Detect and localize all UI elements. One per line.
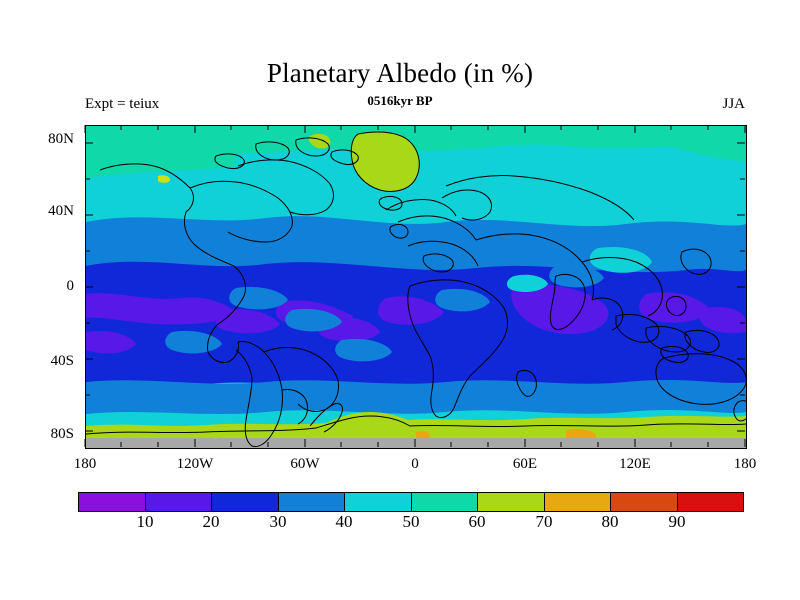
x-tick-label: 120E bbox=[619, 456, 651, 472]
colorbar-tick-label: 80 bbox=[601, 512, 619, 531]
albedo-contour-map bbox=[86, 126, 746, 448]
x-tick-label: 180 bbox=[73, 456, 97, 472]
x-tick-label: 120W bbox=[176, 456, 214, 472]
colorbar-swatch bbox=[144, 493, 211, 511]
figure-subtitle: 0516kyr BP bbox=[367, 93, 433, 108]
colorbar-swatch bbox=[211, 493, 278, 511]
colorbar-swatch bbox=[543, 493, 610, 511]
y-tick-label: 40S bbox=[50, 353, 74, 369]
colorbar bbox=[78, 492, 744, 512]
y-tick-label: 80N bbox=[48, 131, 74, 147]
colorbar-tick-label: 50 bbox=[402, 512, 420, 531]
colorbar-swatch bbox=[277, 493, 344, 511]
x-tick-label: 60W bbox=[290, 456, 320, 472]
colorbar-tick-label: 60 bbox=[468, 512, 486, 531]
y-tick-label: 40N bbox=[48, 203, 74, 219]
map-plot-area bbox=[85, 125, 747, 449]
colorbar-tick-label: 30 bbox=[269, 512, 287, 531]
colorbar-swatch bbox=[676, 493, 743, 511]
experiment-label: Expt = teiux bbox=[85, 96, 160, 112]
x-tick-label: 180 bbox=[733, 456, 757, 472]
contour-band-group bbox=[86, 126, 746, 448]
colorbar-tick-label: 70 bbox=[535, 512, 553, 531]
x-tick-label: 60E bbox=[512, 456, 538, 472]
y-tick-label: 0 bbox=[66, 278, 75, 294]
colorbar-swatch bbox=[410, 493, 477, 511]
colorbar-tick-label: 40 bbox=[335, 512, 353, 531]
colorbar-tick-label: 20 bbox=[202, 512, 220, 531]
colorbar-tick-label: 90 bbox=[668, 512, 686, 531]
colorbar-swatch bbox=[79, 493, 145, 511]
x-tick-label: 0 bbox=[411, 456, 419, 472]
y-tick-label: 80S bbox=[50, 426, 74, 442]
colorbar-swatch bbox=[610, 493, 677, 511]
colorbar-swatch bbox=[344, 493, 411, 511]
coastlines bbox=[86, 131, 746, 447]
colorbar-swatch bbox=[477, 493, 544, 511]
colorbar-tick-label: 10 bbox=[136, 512, 154, 531]
page-title: Planetary Albedo (in %) bbox=[266, 58, 534, 88]
season-label: JJA bbox=[722, 96, 745, 112]
